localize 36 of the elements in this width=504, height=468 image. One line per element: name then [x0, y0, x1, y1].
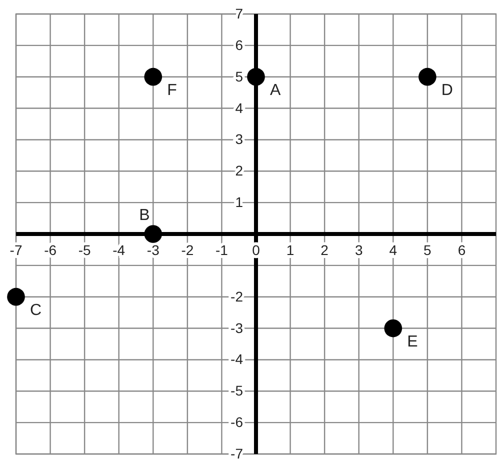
annotation: C: [30, 302, 42, 319]
x-tick-label: -5: [78, 242, 92, 258]
x-tick-label: -2: [181, 242, 194, 258]
y-tick-label: 3: [235, 131, 244, 148]
y-tick-label: 1: [235, 194, 244, 210]
y-tick-label: 5: [235, 68, 244, 84]
y-tick-label: 7: [235, 5, 244, 22]
point: [144, 68, 162, 86]
annotation: F: [167, 82, 178, 99]
x-tick-label: -7: [10, 242, 22, 258]
point: [247, 68, 265, 86]
point: [7, 288, 25, 306]
x-tick-label: -3: [146, 242, 160, 258]
x-tick-label: 2: [320, 242, 329, 258]
x-tick-label: 4: [389, 242, 398, 258]
y-tick-label: 6: [235, 36, 244, 53]
annotation: E: [407, 333, 418, 350]
y-tick-label: 4: [235, 100, 244, 116]
y-tick-label: -5: [230, 382, 244, 399]
point: [144, 225, 162, 243]
x-tick-label: 3: [354, 242, 363, 258]
y-tick-label: -4: [230, 351, 244, 368]
point: [384, 319, 402, 338]
x-tick-label: -4: [112, 242, 126, 258]
y-tick-label: 2: [235, 162, 244, 179]
y-tick-label: -3: [230, 320, 244, 336]
point: [418, 68, 436, 86]
x-tick-label: 6: [458, 242, 466, 258]
x-tick-label: -6: [44, 242, 57, 258]
annotation: B: [139, 207, 150, 224]
annotation: A: [270, 82, 281, 99]
x-tick-label: -1: [215, 242, 228, 258]
x-tick-label: 1: [286, 242, 294, 258]
x-tick-label: 5: [424, 242, 432, 258]
y-tick-label: -6: [230, 414, 244, 430]
annotation: D: [441, 82, 453, 99]
